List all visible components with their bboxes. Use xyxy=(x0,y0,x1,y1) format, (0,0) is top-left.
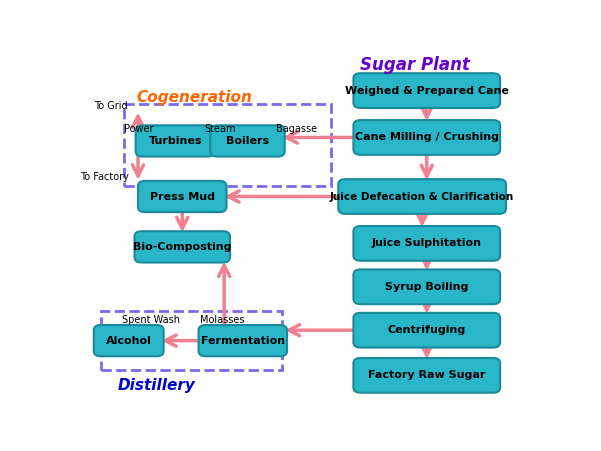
Bar xyxy=(101,311,282,370)
Text: Juice Defecation & Clarification: Juice Defecation & Clarification xyxy=(330,192,514,202)
FancyBboxPatch shape xyxy=(94,325,163,356)
FancyBboxPatch shape xyxy=(353,120,500,155)
Text: Cogeneration: Cogeneration xyxy=(136,90,252,105)
Text: Fermentation: Fermentation xyxy=(201,336,285,345)
Text: Sugar Plant: Sugar Plant xyxy=(360,55,470,74)
FancyBboxPatch shape xyxy=(353,73,500,108)
Text: Turbines: Turbines xyxy=(148,136,202,146)
Text: Bagasse: Bagasse xyxy=(276,124,317,134)
Text: Syrup Boiling: Syrup Boiling xyxy=(385,282,468,292)
FancyBboxPatch shape xyxy=(353,313,500,348)
FancyBboxPatch shape xyxy=(353,226,500,261)
FancyBboxPatch shape xyxy=(135,231,230,262)
Text: Bio-Composting: Bio-Composting xyxy=(133,242,231,252)
Text: Power: Power xyxy=(124,124,153,134)
FancyBboxPatch shape xyxy=(138,181,227,212)
Text: To Factory: To Factory xyxy=(80,172,129,182)
Text: Weighed & Prepared Cane: Weighed & Prepared Cane xyxy=(345,86,508,96)
Text: Steam: Steam xyxy=(204,124,236,134)
Text: Molasses: Molasses xyxy=(200,315,245,325)
FancyBboxPatch shape xyxy=(136,125,215,156)
Text: Distillery: Distillery xyxy=(118,378,195,393)
Text: Cane Milling / Crushing: Cane Milling / Crushing xyxy=(355,133,499,143)
Text: To Grid: To Grid xyxy=(94,101,127,111)
Text: Centrifuging: Centrifuging xyxy=(388,325,466,335)
Text: Boilers: Boilers xyxy=(226,136,269,146)
Bar xyxy=(124,105,331,186)
FancyBboxPatch shape xyxy=(210,125,285,156)
FancyBboxPatch shape xyxy=(353,358,500,393)
FancyBboxPatch shape xyxy=(198,325,287,356)
Text: Juice Sulphitation: Juice Sulphitation xyxy=(372,239,482,249)
Text: Factory Raw Sugar: Factory Raw Sugar xyxy=(368,370,486,380)
Text: Press Mud: Press Mud xyxy=(150,192,215,202)
FancyBboxPatch shape xyxy=(353,269,500,304)
FancyBboxPatch shape xyxy=(338,179,506,214)
Text: Alcohol: Alcohol xyxy=(106,336,151,345)
Text: Spent Wash: Spent Wash xyxy=(121,315,180,325)
